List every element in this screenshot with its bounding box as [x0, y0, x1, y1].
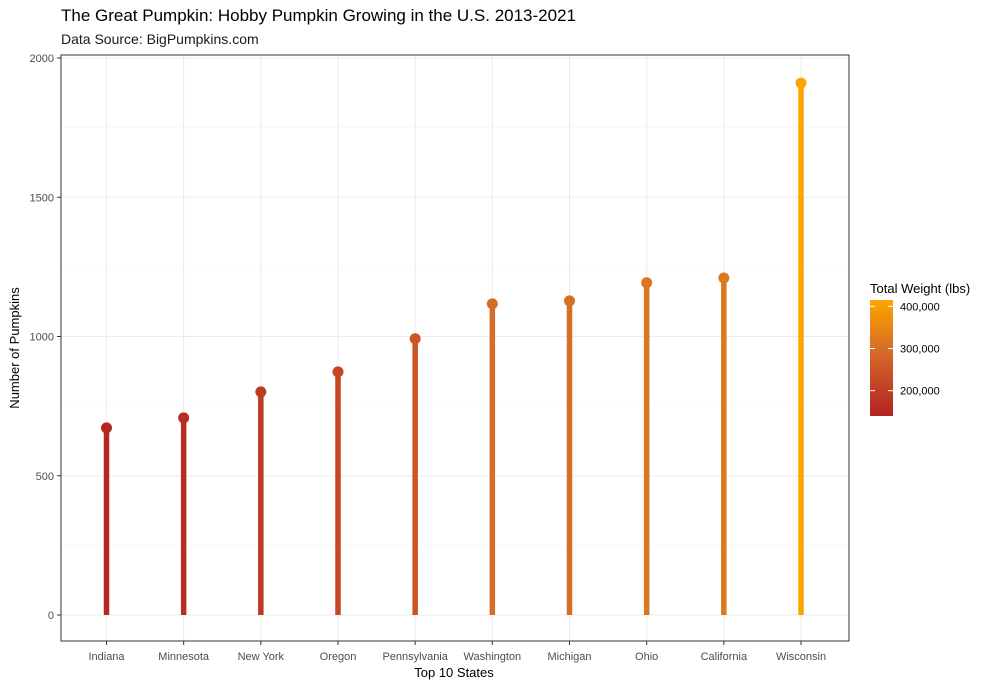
x-tick-label: Michigan — [547, 651, 591, 663]
legend-ticks: 400,000 300,000 200,000 — [870, 301, 940, 398]
lollipop-point — [641, 277, 653, 289]
legend-label: 400,000 — [900, 301, 940, 313]
x-tick-label: California — [701, 651, 748, 663]
x-tick-label: Wisconsin — [776, 651, 826, 663]
x-tick-label: Indiana — [88, 651, 125, 663]
legend-colorbar — [870, 300, 893, 416]
lollipop-point — [486, 298, 498, 310]
y-tick-label: 1000 — [30, 332, 54, 344]
y-axis-title: Number of Pumpkins — [7, 287, 22, 409]
x-tick-label: New York — [238, 651, 285, 663]
x-tick-label: Oregon — [320, 651, 357, 663]
lollipop-point — [255, 386, 267, 398]
lollipop-point — [101, 422, 112, 434]
x-axis-ticks: Indiana Minnesota New York Oregon Pennsylvan… — [88, 641, 826, 663]
lollipop-point — [718, 272, 730, 284]
lollipop-point — [795, 77, 807, 89]
legend-label: 300,000 — [900, 344, 940, 356]
y-tick-label: 0 — [48, 610, 54, 622]
x-tick-label: Ohio — [635, 651, 658, 663]
plot-panel-border — [60, 54, 850, 642]
legend-label: 200,000 — [900, 386, 940, 398]
x-axis-title: Top 10 States — [414, 665, 494, 680]
lollipop-point — [564, 295, 575, 307]
y-tick-label: 2000 — [30, 53, 54, 65]
lollipop-point — [332, 366, 344, 378]
data-marks — [101, 77, 807, 615]
x-tick-label: Pennsylvania — [382, 651, 448, 663]
y-tick-label: 500 — [36, 471, 54, 483]
legend-title: Total Weight (lbs) — [870, 281, 970, 296]
chart-subtitle: Data Source: BigPumpkins.com — [61, 31, 259, 47]
y-tick-label: 1500 — [30, 192, 54, 204]
y-axis-ticks: 0 500 1000 1500 2000 — [30, 53, 61, 622]
x-tick-label: Minnesota — [158, 651, 210, 663]
lollipop-point — [409, 333, 421, 345]
grid-lines — [61, 55, 849, 641]
x-tick-label: Washington — [463, 651, 521, 663]
lollipop-point — [178, 412, 190, 424]
chart-title: The Great Pumpkin: Hobby Pumpkin Growing… — [61, 6, 576, 25]
legend: Total Weight (lbs) 400,000 300,000 200,000 — [870, 281, 970, 416]
